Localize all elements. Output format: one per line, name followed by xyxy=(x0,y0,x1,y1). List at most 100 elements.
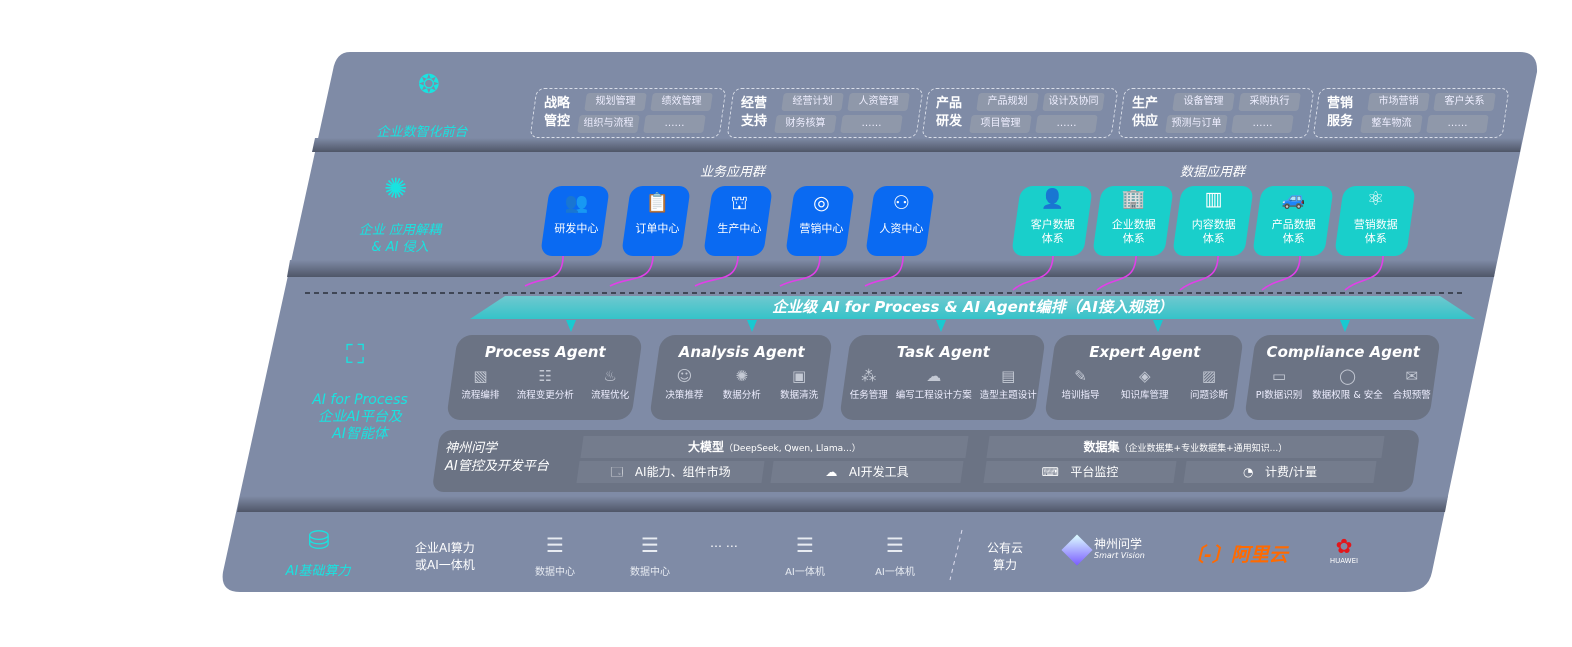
layer-divider xyxy=(287,260,1497,277)
agent-feature[interactable]: ▨ 问题诊断 xyxy=(1190,367,1229,401)
frontend-item[interactable]: …… xyxy=(1426,115,1489,133)
frontend-item[interactable]: 设计及协同 xyxy=(1042,93,1105,111)
frontend-item[interactable]: 预测与订单 xyxy=(1165,115,1228,133)
frontend-item[interactable]: 客户关系 xyxy=(1433,93,1496,111)
agent-feature[interactable]: ▧ 流程编排 xyxy=(461,367,500,401)
agent-feature[interactable]: ☷ 流程变更分析 xyxy=(516,367,574,401)
brain-icon: ❂ xyxy=(418,70,440,100)
data-app-tile[interactable]: ▥ 内容数据 体系 xyxy=(1172,186,1254,256)
frontend-item[interactable]: 人资管理 xyxy=(847,93,910,111)
frontend-item[interactable]: 产品规划 xyxy=(976,93,1039,111)
feature-icon: ✺ xyxy=(735,367,749,385)
data-app-tile[interactable]: ⚛ 营销数据 体系 xyxy=(1334,186,1416,256)
diamond-logo-icon xyxy=(1061,534,1093,566)
layer-divider xyxy=(237,496,1448,512)
agent-feature[interactable]: ☁ 编写工程设计方案 xyxy=(895,367,972,401)
frontend-item[interactable]: 采购执行 xyxy=(1238,93,1301,111)
frontend-group: 战略 管控 规划管理 绩效管理 组织与流程…… xyxy=(529,88,727,138)
frontend-item[interactable]: …… xyxy=(1231,115,1294,133)
agent-feature[interactable]: ▤ 造型主题设计 xyxy=(979,367,1037,401)
feature-icon: ⁂ xyxy=(861,367,877,385)
feature-icon: ♨ xyxy=(603,367,617,385)
agent-feature[interactable]: ♨ 流程优化 xyxy=(591,367,630,401)
face-scan-icon: ⛶ xyxy=(346,340,365,370)
frontend-item[interactable]: 设备管理 xyxy=(1172,93,1235,111)
agent-card[interactable]: Process Agent ▧ 流程编排 ☷ 流程变更分析 ♨ 流程优化 xyxy=(446,335,643,420)
frontend-group: 生产 供应 设备管理 采购执行 预测与订单…… xyxy=(1117,88,1315,138)
server-icon: ☰ xyxy=(641,533,659,557)
platform-layer-label: AI for Process 企业AI平台及 AI智能体 xyxy=(312,392,408,442)
feature-icon: ◯ xyxy=(1339,367,1356,385)
monitoring-cell[interactable]: ⌨ 平台监控 xyxy=(983,461,1177,483)
frontend-item[interactable]: 项目管理 xyxy=(969,115,1032,133)
frontend-item[interactable]: 绩效管理 xyxy=(650,93,713,111)
agent-feature[interactable]: ✺ 数据分析 xyxy=(722,367,761,401)
orchestration-banner: 企业级 AI for Process & AI Agent编排（AI接入规范） xyxy=(772,298,1173,316)
huawei-petal-icon: ✿ xyxy=(1335,534,1353,558)
billing-cell[interactable]: ◔ 计费/计量 xyxy=(1183,461,1377,483)
servers-ellipsis: … … xyxy=(710,536,738,550)
server-icon: ☰ xyxy=(886,533,904,557)
data-app-tile[interactable]: 🏢 企业数据 体系 xyxy=(1092,186,1174,256)
agent-feature[interactable]: ⁂ 任务管理 xyxy=(849,367,888,401)
agent-feature[interactable]: ◈ 知识库管理 xyxy=(1121,367,1169,401)
agent-card[interactable]: Task Agent ⁂ 任务管理 ☁ 编写工程设计方案 ▤ 造型主题设计 xyxy=(839,335,1046,420)
atom-icon: ⚛ xyxy=(1367,188,1385,210)
frontend-item[interactable]: 经营计划 xyxy=(781,93,844,111)
agent-card[interactable]: Compliance Agent ▭ PI数据识别 ◯ 数据权限 & 安全 ✉ 合规预警 xyxy=(1244,335,1441,420)
feature-icon: ✉ xyxy=(1405,367,1419,385)
business-app-tile[interactable]: 👥 研发中心 xyxy=(540,186,610,256)
component-market-cell[interactable]: 🗔 AI能力、组件市场 xyxy=(576,461,765,483)
server-data-center-1: ☰ 数据中心 xyxy=(530,533,580,578)
group-title: 战略 管控 xyxy=(544,96,571,129)
agent-feature[interactable]: ✎ 培训指导 xyxy=(1061,367,1100,401)
factory-icon: ⛫ xyxy=(730,192,749,214)
platform-title: 神州问学 AI管控及开发平台 xyxy=(445,441,549,474)
dev-tools-cell[interactable]: ☁ AI开发工具 xyxy=(770,461,964,483)
frontend-item[interactable]: …… xyxy=(643,115,706,133)
feature-icon: ☺ xyxy=(676,367,693,385)
feature-icon: ☷ xyxy=(538,367,552,385)
business-app-tile[interactable]: 📋 订单中心 xyxy=(621,186,691,256)
agent-feature[interactable]: ▣ 数据清洗 xyxy=(780,367,819,401)
agent-card[interactable]: Analysis Agent ☺ 决策推荐 ✺ 数据分析 ▣ 数据清洗 xyxy=(649,335,833,420)
data-app-tile[interactable]: 🚙 产品数据 体系 xyxy=(1252,186,1334,256)
server-icon: ☰ xyxy=(796,533,814,557)
frontend-group: 经营 支持 经营计划 人资管理 财务核算…… xyxy=(726,88,924,138)
down-arrows xyxy=(566,320,1350,332)
dataset-cell[interactable]: 数据集（企业数据集+专业数据集+通用知识...） xyxy=(986,436,1385,458)
server-ai-box-2: ☰ AI一体机 xyxy=(870,533,920,578)
feature-icon: ▣ xyxy=(791,367,807,385)
feature-icon: ▭ xyxy=(1271,367,1287,385)
model-cell[interactable]: 大模型（DeepSeek, Qwen, Llama...） xyxy=(580,436,969,458)
apps-label: 企业 应用解耦 & AI 侵入 xyxy=(358,223,442,255)
business-app-tile[interactable]: ◎ 营销中心 xyxy=(785,186,855,256)
frontend-label: 企业数智化前台 xyxy=(376,125,468,140)
feature-icon: ▧ xyxy=(473,367,488,385)
business-app-tile[interactable]: ⚇ 人资中心 xyxy=(865,186,935,256)
frontend-item[interactable]: 市场营销 xyxy=(1367,93,1430,111)
business-app-tile[interactable]: ⛫ 生产中心 xyxy=(703,186,773,256)
frontend-group: 营销 服务 市场营销 客户关系 整车物流…… xyxy=(1312,88,1510,138)
group-title: 生产 供应 xyxy=(1132,96,1159,129)
frontend-item[interactable]: 规划管理 xyxy=(584,93,647,111)
aliyun-logo: 〔-〕阿里云 xyxy=(1185,544,1288,566)
feature-icon: ◈ xyxy=(1138,367,1151,385)
agent-feature[interactable]: ☺ 决策推荐 xyxy=(665,367,704,401)
frontend-item[interactable]: 整车物流 xyxy=(1360,115,1423,133)
frontend-item[interactable]: …… xyxy=(840,115,903,133)
agent-feature[interactable]: ✉ 合规预警 xyxy=(1392,367,1431,401)
frontend-item[interactable]: 组织与流程 xyxy=(577,115,640,133)
compute-label: AI基础算力 xyxy=(285,564,351,579)
data-app-tile[interactable]: 👤 客户数据 体系 xyxy=(1011,186,1093,256)
frontend-item[interactable]: 财务核算 xyxy=(774,115,837,133)
frontend-group: 产品 研发 产品规划 设计及协同 项目管理…… xyxy=(921,88,1119,138)
frontend-item[interactable]: …… xyxy=(1035,115,1098,133)
agent-feature[interactable]: ▭ PI数据识别 xyxy=(1255,367,1303,401)
feature-icon: ☁ xyxy=(926,367,942,385)
agent-card[interactable]: Expert Agent ✎ 培训指导 ◈ 知识库管理 ▨ 问题诊断 xyxy=(1044,335,1244,420)
building-icon: 🏢 xyxy=(1121,188,1146,210)
data-apps-title: 数据应用群 xyxy=(1180,165,1246,180)
agent-feature[interactable]: ◯ 数据权限 & 安全 xyxy=(1312,367,1383,401)
user-icon: 👤 xyxy=(1040,188,1065,210)
